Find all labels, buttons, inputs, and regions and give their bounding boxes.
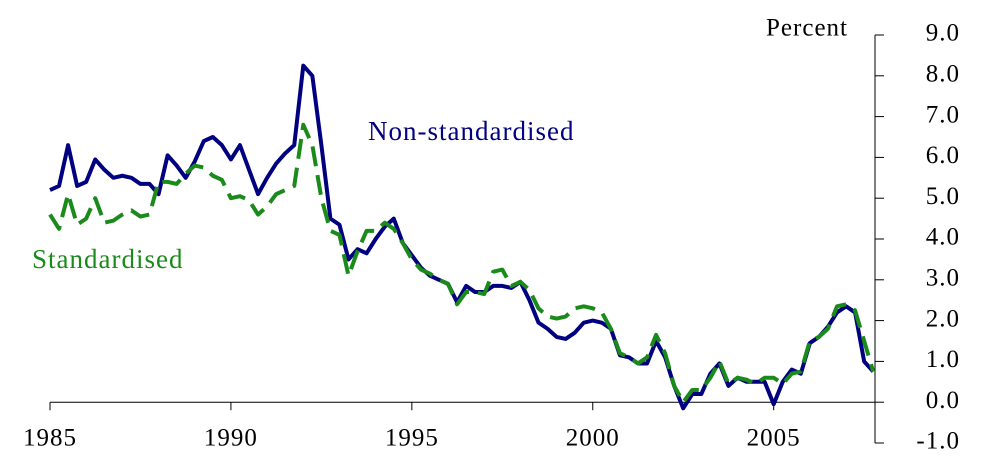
series-label: Non-standardised: [368, 116, 574, 146]
y-tick-label: 0.0: [926, 387, 960, 414]
y-axis-label: Percent: [766, 15, 848, 42]
x-tick-label: 2005: [747, 425, 801, 452]
y-tick-label: 1.0: [926, 346, 960, 373]
x-tick-label: 2000: [566, 425, 620, 452]
series-label: Standardised: [32, 244, 183, 274]
series-line: [48, 122, 876, 405]
y-tick-label: 3.0: [926, 265, 960, 292]
x-tick-label: 1990: [204, 425, 258, 452]
y-tick-label: 9.0: [926, 20, 960, 47]
y-tick-label: -1.0: [916, 428, 960, 455]
x-tick-label: 1985: [23, 425, 77, 452]
x-tick-label: 1995: [385, 425, 439, 452]
y-tick-label: 2.0: [926, 305, 960, 332]
y-tick-label: 6.0: [926, 142, 960, 169]
y-tick-label: 8.0: [926, 61, 960, 88]
y-tick-label: 5.0: [926, 183, 960, 210]
y-tick-label: 7.0: [926, 101, 960, 128]
y-tick-label: 4.0: [926, 224, 960, 251]
